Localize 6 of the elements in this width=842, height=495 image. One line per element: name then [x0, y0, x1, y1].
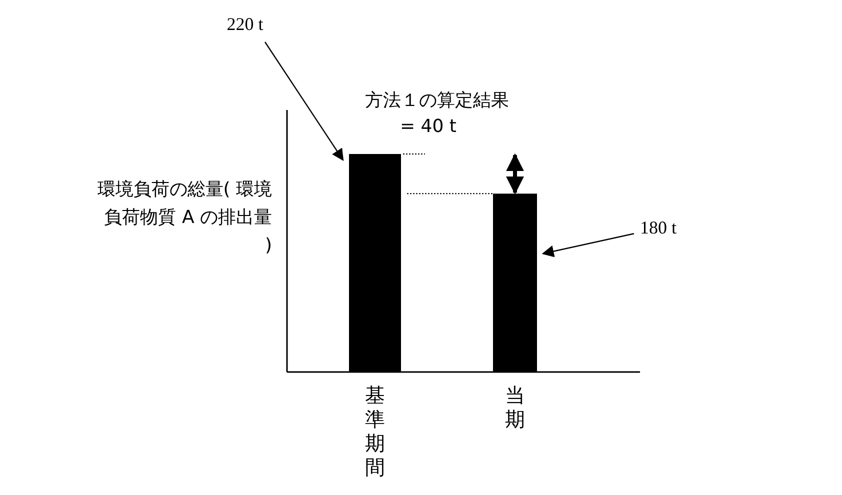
data-label: 220 t — [226, 14, 264, 34]
text: 方法１の算定結果 = 40 t — [365, 90, 509, 137]
x-tick-label: 基準期間 — [365, 383, 385, 479]
y-axis-title: 環境負荷の総量( 環境負荷物質 A の排出量 ) — [96, 178, 272, 258]
data-label: 180 t — [640, 218, 677, 238]
x-tick-label: 当期 — [505, 383, 525, 431]
